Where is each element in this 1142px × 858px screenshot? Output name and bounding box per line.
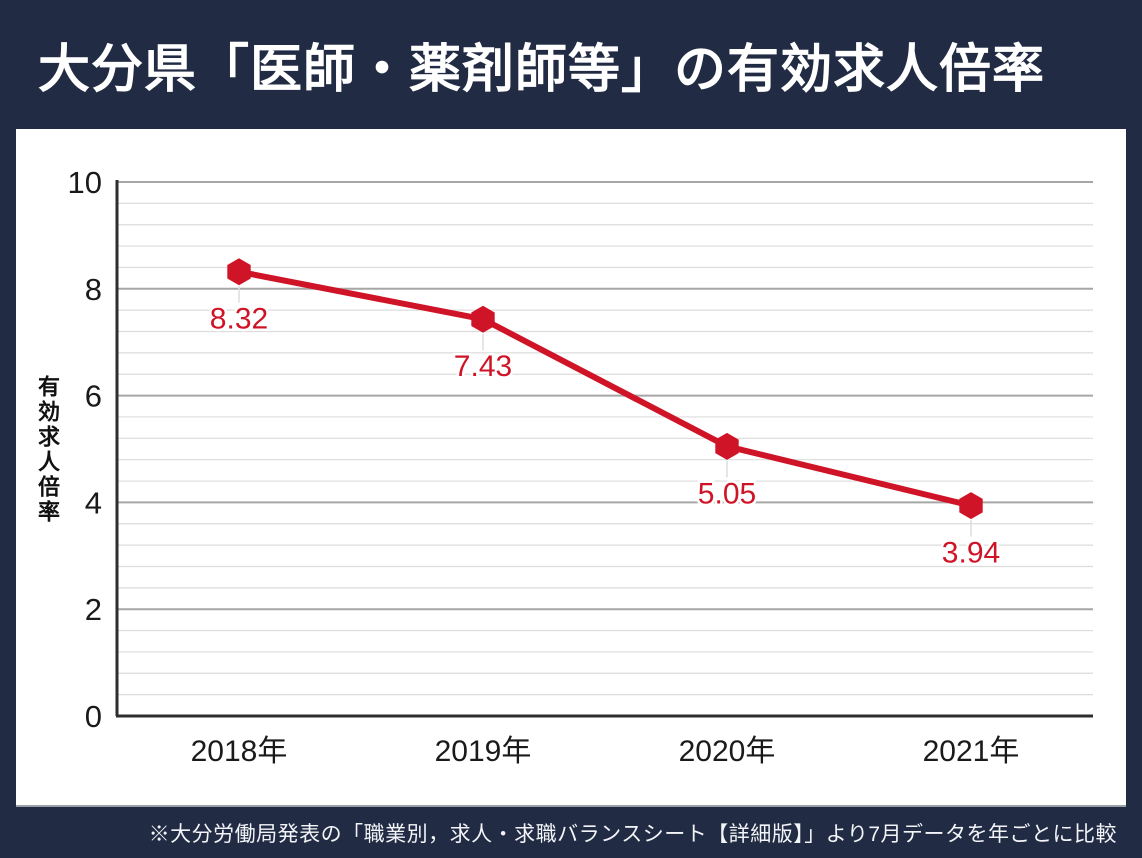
data-point-marker xyxy=(471,305,495,333)
y-tick-label: 0 xyxy=(85,699,102,734)
data-label: 3.94 xyxy=(942,537,1000,570)
series-line xyxy=(238,268,972,509)
data-label: 7.43 xyxy=(454,350,512,383)
header: 大分県「医師・薬剤師等」の有効求人倍率 xyxy=(0,0,1142,129)
y-tick-label: 2 xyxy=(85,592,102,627)
data-point-marker xyxy=(227,258,251,286)
data-label: 8.32 xyxy=(210,303,268,336)
data-point-marker xyxy=(715,432,739,460)
data-label: 5.05 xyxy=(698,477,756,510)
y-tick-label: 8 xyxy=(85,272,102,307)
x-tick-label: 2019年 xyxy=(435,735,532,768)
footer: ※大分労働局発表の「職業別，求人・求職バランスシート【詳細版】」より7月データを… xyxy=(0,807,1142,858)
x-tick-label: 2018年 xyxy=(191,735,288,768)
y-axis-title: 有効求人倍率 xyxy=(35,375,60,525)
source-note: ※大分労働局発表の「職業別，求人・求職バランスシート【詳細版】」より7月データを… xyxy=(148,822,1117,846)
x-tick-label: 2020年 xyxy=(679,735,776,768)
chart-panel: 有効求人倍率 0 2 4 6 8 10 2018年 2019年 2020年 2021年 8.32 7.… xyxy=(16,129,1126,807)
data-point-marker xyxy=(959,492,983,520)
y-tick-label: 10 xyxy=(68,165,102,200)
y-tick-label: 4 xyxy=(85,485,102,520)
chart-title: 大分県「医師・薬剤師等」の有効求人倍率 xyxy=(38,41,1046,99)
y-tick-label: 6 xyxy=(85,379,102,414)
line-chart: 0 2 4 6 8 10 2018年 2019年 2020年 2021年 8.32 7.43 5.05 3… xyxy=(68,165,1093,768)
x-tick-label: 2021年 xyxy=(923,735,1020,768)
